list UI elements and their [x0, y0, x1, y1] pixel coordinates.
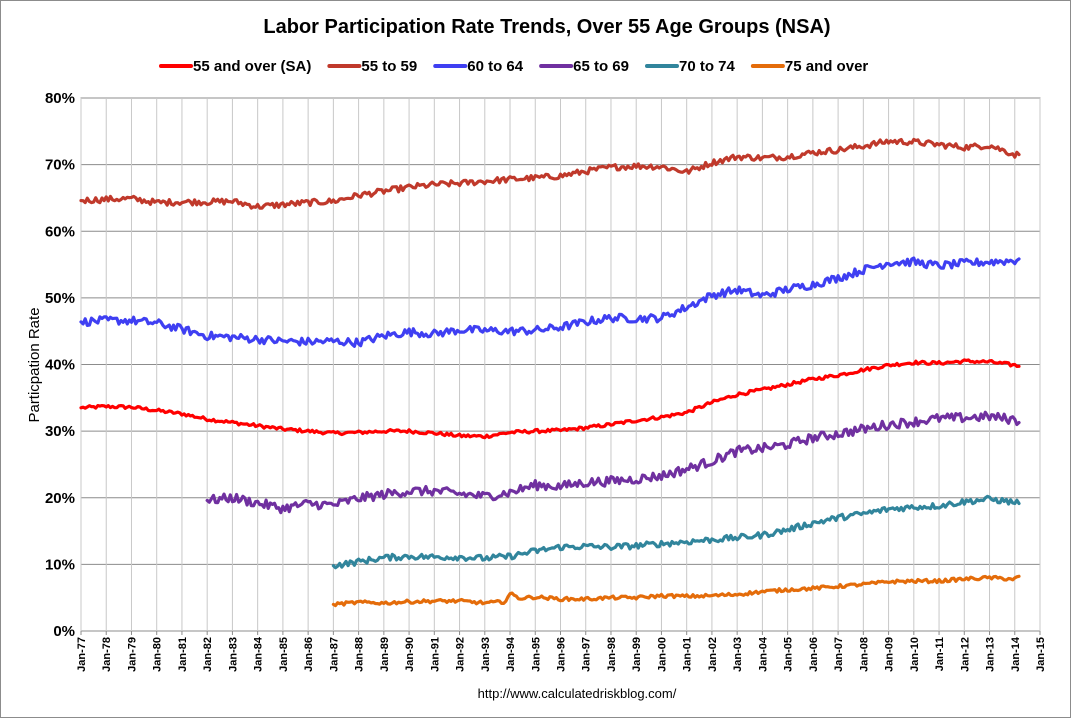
series-line-4: [331, 494, 1021, 570]
legend: 55 and over (SA) 55 to 59 60 to 64 65 to 69…: [159, 58, 869, 75]
x-tick-label: Jan-78: [101, 637, 113, 672]
x-tick-label: Jan-84: [253, 636, 265, 672]
x-tick-label: Jan-99: [631, 637, 643, 672]
series-line-2: [79, 256, 1021, 348]
x-tick-label: Jan-98: [606, 637, 618, 672]
legend-label: 55 and over (SA): [193, 58, 311, 75]
x-tick-label: Jan-97: [581, 637, 593, 672]
x-tick-label: Jan-91: [429, 637, 441, 672]
y-tick-label: 40%: [45, 357, 75, 374]
x-tick-label: Jan-96: [556, 637, 568, 672]
x-tick-label: Jan-95: [530, 637, 542, 672]
x-tick-label: Jan-11: [934, 637, 946, 671]
x-tick-label: Jan-12: [959, 637, 971, 672]
x-tick-label: Jan-77: [76, 637, 88, 672]
y-tick-label: 80%: [45, 90, 75, 107]
y-axis-ticks: 0% 10% 20% 30% 40% 50% 60% 70% 80%: [45, 90, 75, 640]
x-tick-label: Jan-13: [985, 637, 997, 672]
x-tick-label: Jan-80: [152, 637, 164, 672]
x-tick-label: Jan-08: [858, 637, 870, 672]
legend-label: 70 to 74: [679, 58, 736, 75]
x-tick-label: Jan-06: [808, 637, 820, 672]
x-tick-label: Jan-94: [505, 636, 517, 672]
x-tick-label: Jan-09: [884, 637, 896, 672]
x-tick-label: Jan-93: [480, 637, 492, 672]
x-tick-label: Jan-05: [783, 637, 795, 672]
chart-title: Labor Participation Rate Trends, Over 55…: [263, 16, 830, 38]
x-tick-label: Jan-14: [1010, 636, 1022, 672]
legend-label: 55 to 59: [361, 58, 417, 75]
y-tick-label: 0%: [53, 623, 75, 640]
x-tick-label: Jan-85: [278, 637, 290, 672]
x-axis-ticks: Jan-77 Jan-78 Jan-79 Jan-80 Jan-81 Jan-82 Jan-…: [76, 631, 1047, 672]
legend-label: 60 to 64: [467, 58, 524, 75]
x-tick-label: Jan-07: [833, 637, 845, 672]
y-axis-label: Particpation Rate: [26, 307, 43, 422]
x-tick-label: Jan-83: [227, 637, 239, 672]
legend-label: 65 to 69: [573, 58, 629, 75]
x-tick-label: Jan-02: [707, 637, 719, 672]
legend-label: 75 and over: [785, 58, 869, 75]
series-line-0: [79, 358, 1021, 440]
x-tick-label: Jan-82: [202, 637, 214, 672]
x-tick-label: Jan-00: [656, 637, 668, 672]
x-tick-label: Jan-88: [354, 637, 366, 672]
y-tick-label: 60%: [45, 223, 75, 240]
y-tick-label: 70%: [45, 157, 75, 174]
x-tick-label: Jan-90: [404, 637, 416, 672]
x-tick-label: Jan-15: [1035, 637, 1047, 672]
x-tick-label: Jan-10: [909, 637, 921, 672]
x-tick-label: Jan-81: [177, 637, 189, 672]
source-url: http://www.calculatedriskblog.com/: [478, 686, 677, 701]
x-tick-label: Jan-03: [732, 637, 744, 672]
x-tick-label: Jan-86: [303, 637, 315, 672]
x-tick-label: Jan-01: [682, 637, 694, 672]
series-line-5: [331, 574, 1021, 608]
series-lines: [79, 137, 1021, 608]
y-tick-label: 20%: [45, 490, 75, 507]
series-line-3: [205, 410, 1021, 515]
x-tick-label: Jan-89: [379, 637, 391, 672]
y-tick-label: 10%: [45, 556, 75, 573]
series-line-1: [79, 137, 1021, 210]
x-tick-label: Jan-87: [328, 637, 340, 672]
x-tick-label: Jan-04: [757, 636, 769, 672]
y-tick-label: 30%: [45, 423, 75, 440]
x-tick-label: Jan-92: [455, 637, 467, 672]
x-tick-label: Jan-79: [126, 637, 138, 672]
y-tick-label: 50%: [45, 290, 75, 307]
